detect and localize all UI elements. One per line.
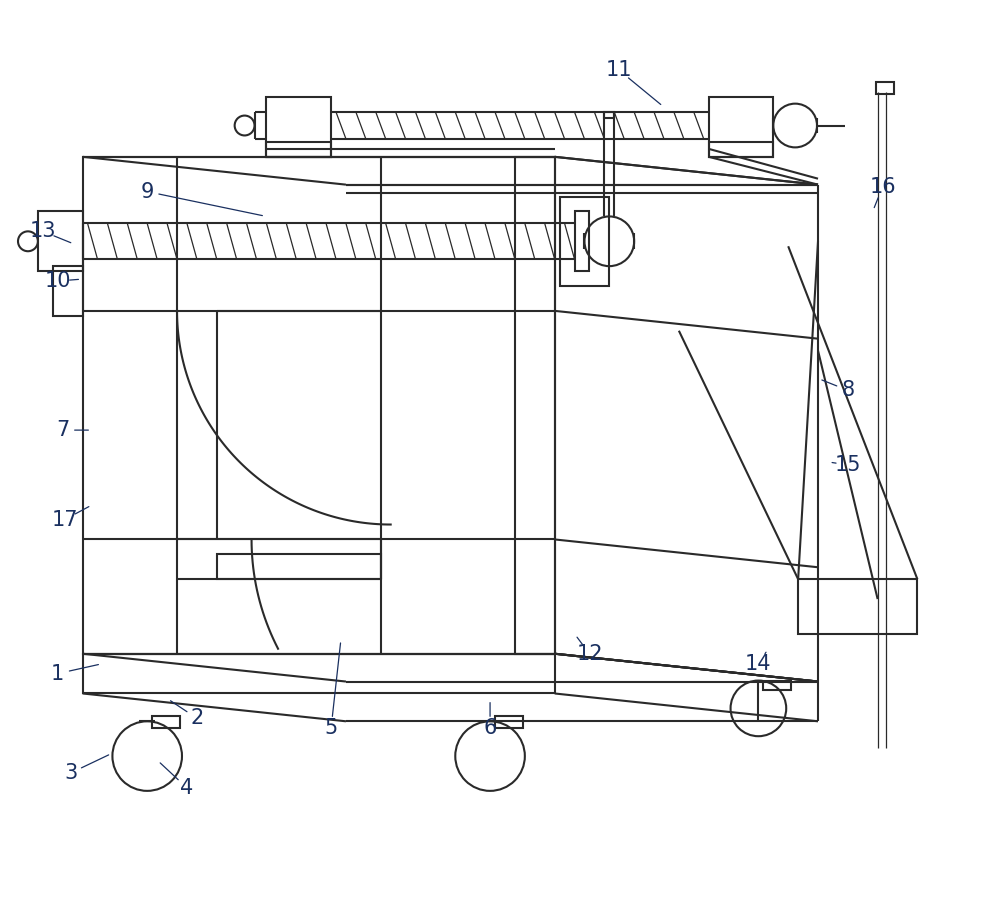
Text: 8: 8 — [841, 380, 854, 400]
Bar — [560, 196, 609, 286]
Text: 3: 3 — [64, 763, 77, 783]
Bar — [604, 112, 614, 118]
Text: 6: 6 — [483, 718, 497, 738]
Text: 13: 13 — [30, 222, 56, 241]
Text: 12: 12 — [576, 644, 603, 664]
Text: 11: 11 — [606, 60, 633, 81]
Bar — [495, 717, 523, 728]
Bar — [763, 681, 791, 691]
Bar — [83, 157, 555, 654]
Text: 15: 15 — [835, 455, 861, 475]
Bar — [709, 142, 773, 157]
Bar — [266, 97, 331, 157]
Bar — [217, 554, 381, 579]
Text: 2: 2 — [190, 709, 204, 728]
Text: 14: 14 — [745, 654, 772, 674]
Text: 9: 9 — [141, 181, 154, 202]
Bar — [53, 266, 83, 316]
Bar — [38, 212, 83, 271]
Text: 7: 7 — [56, 420, 69, 440]
Text: 10: 10 — [45, 271, 71, 291]
Bar — [83, 654, 555, 693]
Bar — [515, 157, 555, 654]
Bar — [798, 579, 917, 634]
Bar — [266, 142, 331, 157]
Text: 17: 17 — [51, 509, 78, 529]
Text: 16: 16 — [869, 177, 896, 196]
Text: 5: 5 — [324, 718, 338, 738]
Bar — [876, 83, 894, 94]
Bar — [152, 717, 180, 728]
Bar — [575, 212, 589, 271]
Text: 4: 4 — [180, 778, 194, 798]
Text: 1: 1 — [51, 664, 64, 684]
Bar — [709, 97, 773, 157]
